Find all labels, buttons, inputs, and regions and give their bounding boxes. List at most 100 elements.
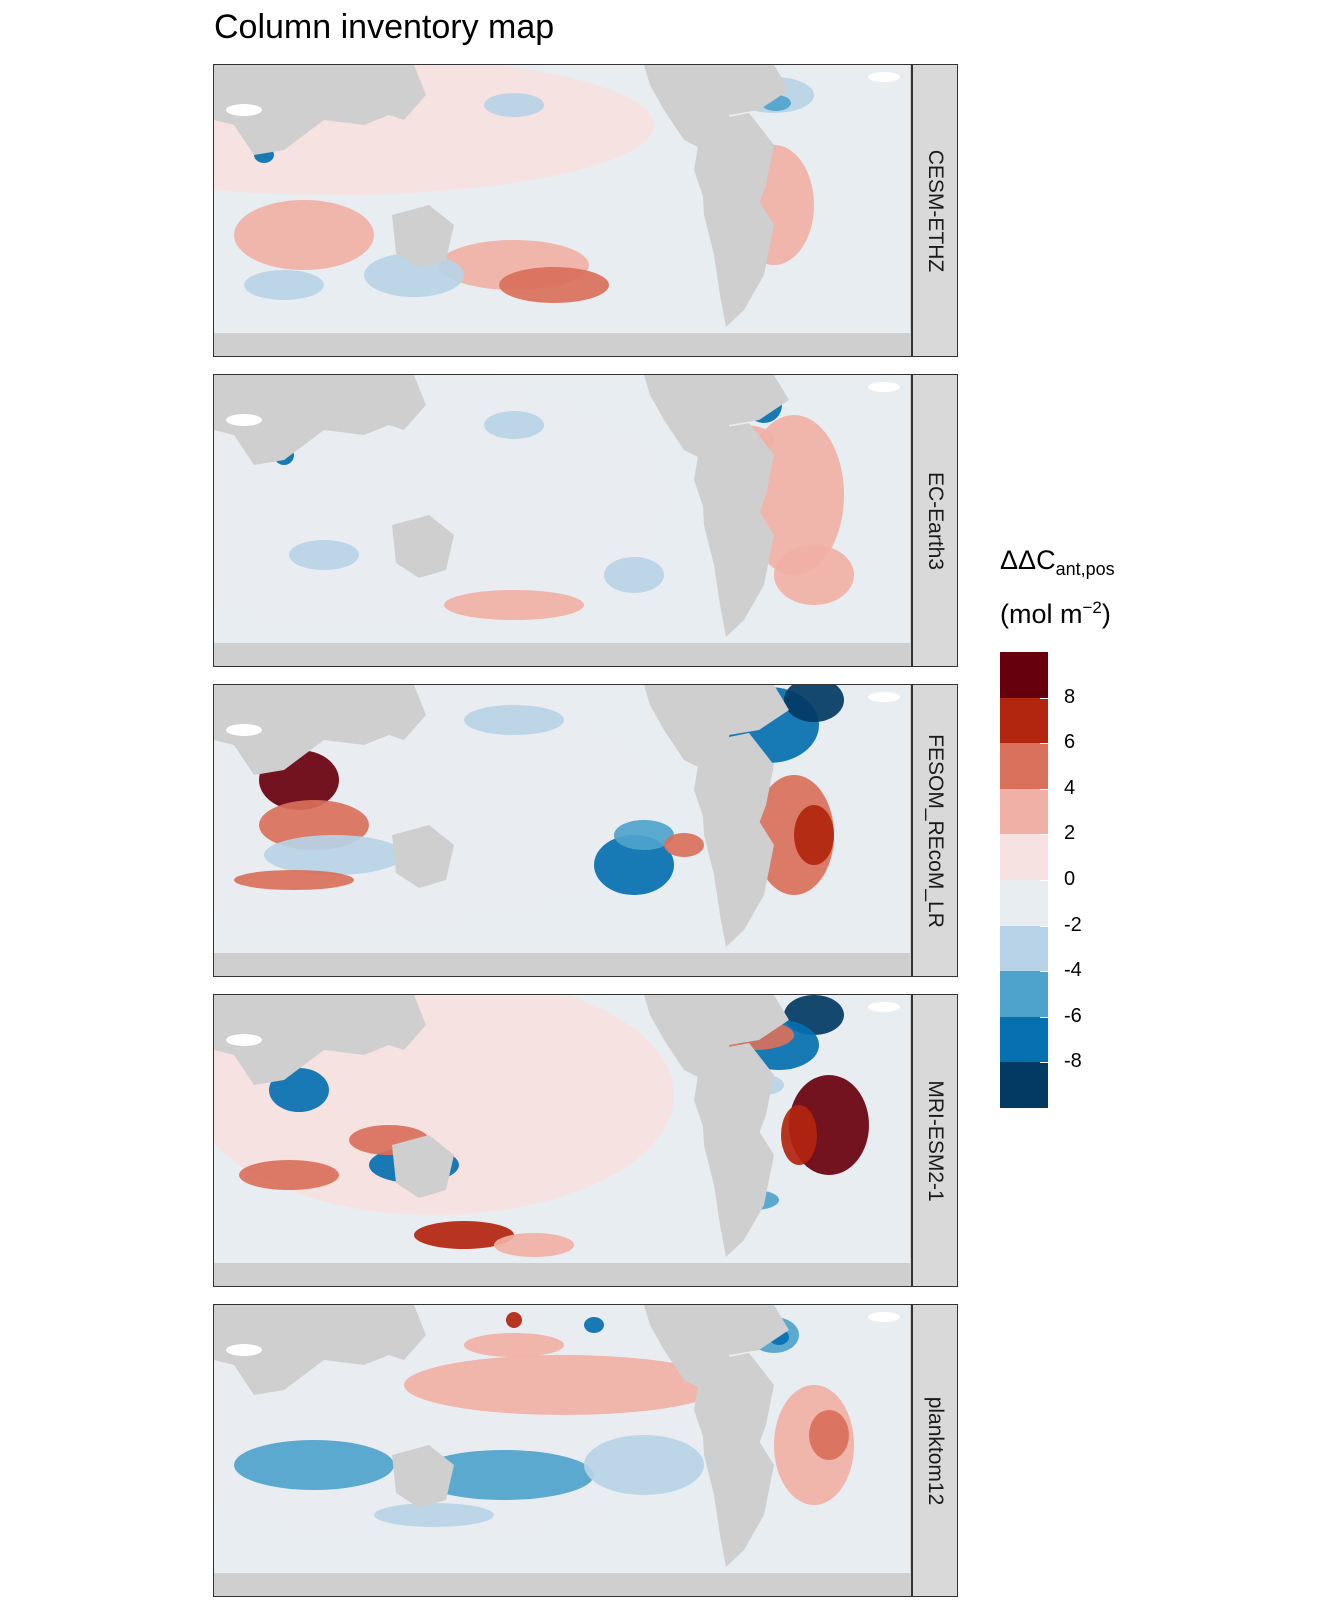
colorbar — [1000, 652, 1048, 1109]
facet-label: MRI-ESM2-1 — [924, 1079, 947, 1202]
anomaly-region — [774, 545, 854, 605]
colorbar-tick-mark — [1040, 925, 1048, 927]
land-asia — [214, 375, 426, 465]
colorbar-tick-label: -6 — [1064, 1004, 1082, 1027]
land-north-america — [644, 1305, 734, 1393]
legend-unit: (mol m−2) — [1000, 598, 1111, 629]
ocean-map-5 — [214, 1305, 910, 1596]
facet-strip-4: MRI-ESM2-1 — [911, 995, 957, 1286]
land-australia — [392, 1135, 454, 1198]
anomaly-region — [614, 820, 674, 850]
page-title: Column inventory map — [214, 8, 555, 46]
anomaly-region — [594, 835, 674, 895]
sea-ice — [226, 104, 262, 116]
anomaly-region — [414, 1450, 594, 1500]
sea-ice — [226, 414, 262, 426]
anomaly-region — [794, 805, 834, 865]
map-panel-1: CESM-ETHZ — [213, 64, 958, 357]
anomaly-region — [374, 1503, 494, 1527]
land-antarctica — [214, 643, 910, 666]
anomaly-region — [584, 1435, 704, 1495]
facet-label: CESM-ETHZ — [924, 149, 947, 272]
anomaly-region — [289, 540, 359, 570]
land-antarctica — [214, 333, 910, 356]
anomaly-region — [444, 590, 584, 620]
colorbar-segment — [1000, 697, 1048, 744]
colorbar-tick-mark — [1040, 1016, 1048, 1018]
colorbar-tick-label: 0 — [1064, 868, 1076, 890]
sea-ice — [868, 1002, 900, 1012]
anomaly-region — [464, 705, 564, 735]
anomaly-region — [414, 1221, 514, 1249]
colorbar-tick-label: -4 — [1064, 959, 1082, 982]
colorbar-tick-mark — [1040, 788, 1048, 790]
land-asia — [214, 1305, 426, 1395]
colorbar-segment — [1000, 788, 1048, 835]
colorbar-segment — [1000, 743, 1048, 790]
colorbar-tick-label: -2 — [1064, 913, 1082, 936]
land-south-america — [702, 1085, 774, 1257]
map-panel-2: EC-Earth3 — [213, 374, 958, 667]
land-australia — [392, 1445, 454, 1508]
facet-label: EC-Earth3 — [924, 471, 947, 570]
sea-ice — [226, 724, 262, 736]
anomaly-region — [234, 1440, 394, 1490]
sea-ice — [868, 72, 900, 82]
land-south-america — [702, 155, 774, 327]
anomaly-region — [239, 1160, 339, 1190]
colorbar-segment — [1000, 652, 1048, 699]
colorbar-segment — [1000, 971, 1048, 1018]
anomaly-region — [784, 685, 844, 722]
land-australia — [392, 515, 454, 578]
anomaly-region — [484, 93, 544, 117]
colorbar-tick-mark — [1040, 880, 1048, 881]
colorbar-tick-label: 2 — [1064, 822, 1076, 845]
facet-strip-2: EC-Earth3 — [911, 375, 957, 666]
colorbar-segment — [1000, 834, 1048, 881]
map-panel-3: FESOM_REcoM_LR — [213, 684, 958, 977]
ocean-map-1 — [214, 65, 910, 356]
colorbar-segment — [1000, 1016, 1048, 1063]
colorbar-tick-label: 6 — [1064, 731, 1076, 754]
ocean-map-3 — [214, 685, 910, 976]
land-south-america — [702, 775, 774, 947]
colorbar-tick-label: 4 — [1064, 776, 1076, 799]
facet-label: FESOM_REcoM_LR — [924, 733, 947, 928]
land-south-america — [702, 1395, 774, 1567]
anomaly-region — [604, 557, 664, 593]
land-north-america — [644, 65, 734, 153]
anomaly-region — [364, 253, 464, 297]
land-north-america — [644, 375, 734, 463]
anomaly-region — [664, 833, 704, 857]
colorbar-tick-mark — [1040, 697, 1048, 699]
map-panel-5: planktom12 — [213, 1304, 958, 1597]
land-australia — [392, 205, 454, 268]
land-antarctica — [214, 1263, 910, 1286]
colorbar-segment — [1000, 880, 1048, 927]
colorbar-tick-mark — [1040, 743, 1048, 745]
land-asia — [214, 995, 426, 1085]
sea-ice — [868, 692, 900, 702]
land-asia — [214, 65, 426, 155]
facet-strip-3: FESOM_REcoM_LR — [911, 685, 957, 976]
land-antarctica — [214, 1573, 910, 1596]
facet-label: planktom12 — [924, 1396, 947, 1505]
anomaly-region — [404, 1355, 724, 1415]
anomaly-region — [499, 267, 609, 303]
land-north-america — [644, 995, 734, 1083]
anomaly-region — [234, 200, 374, 270]
map-panel-4: MRI-ESM2-1 — [213, 994, 958, 1287]
colorbar-tick-label: -8 — [1064, 1050, 1082, 1073]
anomaly-region — [494, 1233, 574, 1257]
sea-ice — [868, 382, 900, 392]
colorbar-tick-label: 8 — [1064, 685, 1076, 708]
land-north-america — [644, 685, 734, 773]
land-antarctica — [214, 953, 910, 976]
anomaly-region — [506, 1312, 522, 1328]
colorbar-tick-mark — [1040, 834, 1048, 836]
ocean-map-2 — [214, 375, 910, 666]
anomaly-region — [464, 1333, 564, 1357]
colorbar-segment — [1000, 925, 1048, 972]
sea-ice — [226, 1344, 262, 1356]
anomaly-region — [781, 1105, 817, 1165]
